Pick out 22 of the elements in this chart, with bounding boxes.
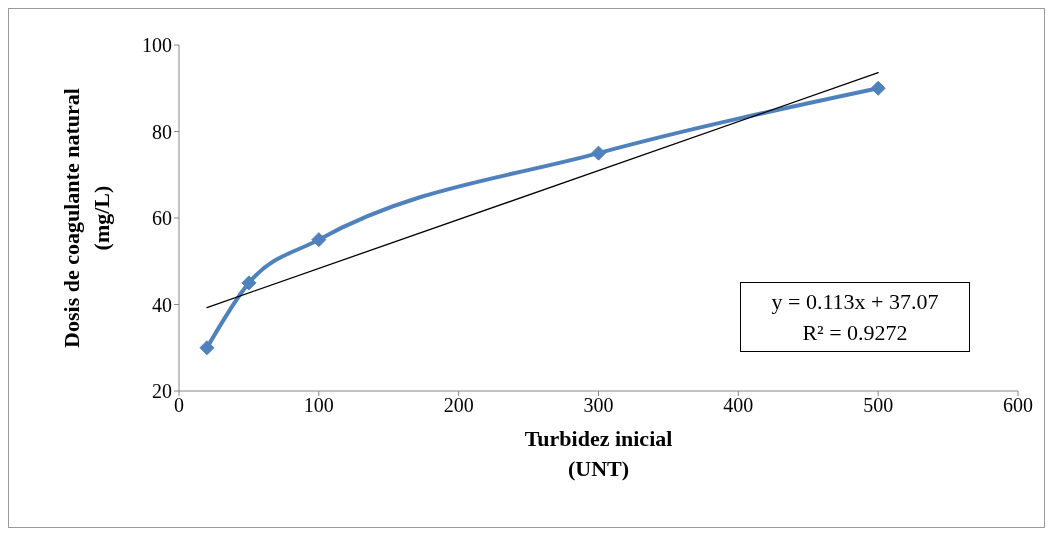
point: [241, 275, 257, 291]
x-tick-label: 600: [1003, 394, 1033, 417]
x-axis-title: Turbidez inicial (UNT): [524, 426, 673, 481]
y-tick-label: 20: [152, 380, 172, 403]
y-tick-label: 100: [142, 34, 172, 57]
x-tick-label: 500: [863, 394, 894, 417]
y-tick-label: 80: [152, 120, 172, 143]
point: [311, 232, 327, 248]
x-tick-label: 0: [174, 394, 184, 417]
x-tick-label: 300: [583, 394, 614, 417]
x-tick-label: 400: [723, 394, 754, 417]
y-tick-label: 40: [152, 293, 172, 316]
point: [199, 340, 215, 356]
point: [870, 80, 886, 96]
annotation: R² = 0.9272: [801, 319, 909, 347]
x-tick-label: 100: [303, 394, 334, 417]
y-axis-title: Dosis de coagulante natural (mg/L): [59, 88, 114, 348]
point: [591, 145, 606, 161]
text-box: y = 0.113x + 37.07 R² = 0.9272: [740, 282, 970, 352]
x-tick-label: 200: [443, 394, 474, 417]
annotation: y = 0.113x + 37.07: [770, 288, 940, 316]
y-tick-label: 60: [152, 207, 172, 230]
